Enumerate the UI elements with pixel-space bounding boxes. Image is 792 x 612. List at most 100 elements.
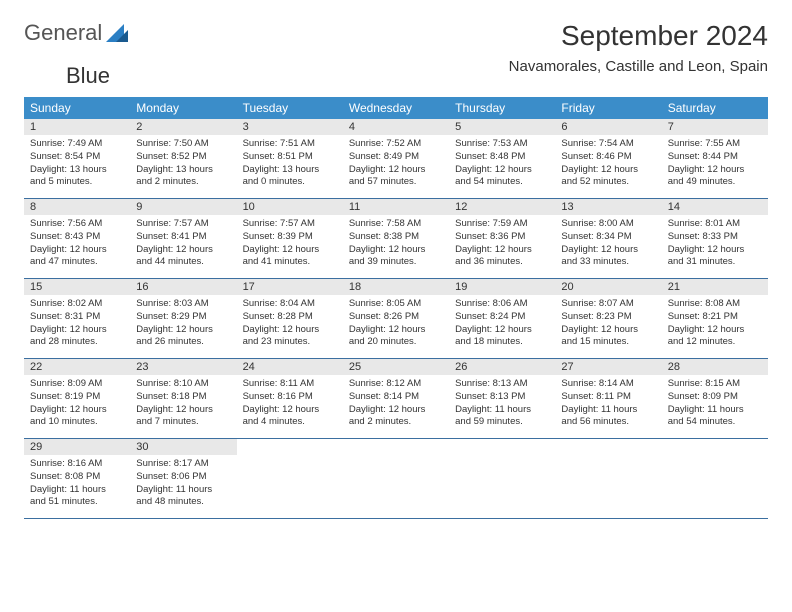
sunset-line: Sunset: 8:54 PM: [30, 151, 124, 164]
day-header-cell: Saturday: [662, 97, 768, 119]
day-number: 12: [449, 199, 555, 215]
week-row: Sunrise: 7:49 AMSunset: 8:54 PMDaylight:…: [24, 135, 768, 199]
sunset-line: Sunset: 8:18 PM: [136, 391, 230, 404]
sunrise-line: Sunrise: 8:06 AM: [455, 298, 549, 311]
day-number: 18: [343, 279, 449, 295]
daylight-line: Daylight: 13 hours and 0 minutes.: [243, 164, 337, 190]
day-cell: Sunrise: 8:09 AMSunset: 8:19 PMDaylight:…: [24, 375, 130, 438]
daylight-line: Daylight: 12 hours and 57 minutes.: [349, 164, 443, 190]
day-cell: [343, 455, 449, 518]
sunrise-line: Sunrise: 8:00 AM: [561, 218, 655, 231]
day-cell: Sunrise: 8:02 AMSunset: 8:31 PMDaylight:…: [24, 295, 130, 358]
day-cell: Sunrise: 8:04 AMSunset: 8:28 PMDaylight:…: [237, 295, 343, 358]
daylight-line: Daylight: 12 hours and 12 minutes.: [668, 324, 762, 350]
sunrise-line: Sunrise: 7:52 AM: [349, 138, 443, 151]
sunset-line: Sunset: 8:24 PM: [455, 311, 549, 324]
daylight-line: Daylight: 12 hours and 10 minutes.: [30, 404, 124, 430]
day-cell: Sunrise: 8:15 AMSunset: 8:09 PMDaylight:…: [662, 375, 768, 438]
daylight-line: Daylight: 12 hours and 36 minutes.: [455, 244, 549, 270]
day-number: 8: [24, 199, 130, 215]
month-title: September 2024: [509, 20, 768, 52]
day-header-cell: Sunday: [24, 97, 130, 119]
day-number: 3: [237, 119, 343, 135]
sunrise-line: Sunrise: 7:56 AM: [30, 218, 124, 231]
daylight-line: Daylight: 12 hours and 33 minutes.: [561, 244, 655, 270]
week-row: Sunrise: 7:56 AMSunset: 8:43 PMDaylight:…: [24, 215, 768, 279]
day-number: 15: [24, 279, 130, 295]
day-number: 23: [130, 359, 236, 375]
daylight-line: Daylight: 13 hours and 5 minutes.: [30, 164, 124, 190]
day-number: 2: [130, 119, 236, 135]
daylight-line: Daylight: 12 hours and 54 minutes.: [455, 164, 549, 190]
sunrise-line: Sunrise: 8:10 AM: [136, 378, 230, 391]
day-cell: Sunrise: 8:11 AMSunset: 8:16 PMDaylight:…: [237, 375, 343, 438]
daylight-line: Daylight: 12 hours and 52 minutes.: [561, 164, 655, 190]
day-header-cell: Thursday: [449, 97, 555, 119]
daylight-line: Daylight: 12 hours and 44 minutes.: [136, 244, 230, 270]
day-cell: Sunrise: 7:51 AMSunset: 8:51 PMDaylight:…: [237, 135, 343, 198]
daylight-line: Daylight: 12 hours and 39 minutes.: [349, 244, 443, 270]
day-number: 17: [237, 279, 343, 295]
day-cell: Sunrise: 8:07 AMSunset: 8:23 PMDaylight:…: [555, 295, 661, 358]
week-row: Sunrise: 8:09 AMSunset: 8:19 PMDaylight:…: [24, 375, 768, 439]
sunset-line: Sunset: 8:08 PM: [30, 471, 124, 484]
sunrise-line: Sunrise: 8:04 AM: [243, 298, 337, 311]
sunrise-line: Sunrise: 8:05 AM: [349, 298, 443, 311]
day-cell: [662, 455, 768, 518]
day-number: 9: [130, 199, 236, 215]
week-row: Sunrise: 8:16 AMSunset: 8:08 PMDaylight:…: [24, 455, 768, 519]
day-cell: Sunrise: 8:08 AMSunset: 8:21 PMDaylight:…: [662, 295, 768, 358]
sunrise-line: Sunrise: 7:59 AM: [455, 218, 549, 231]
day-header-cell: Monday: [130, 97, 236, 119]
sunset-line: Sunset: 8:19 PM: [30, 391, 124, 404]
day-number: 7: [662, 119, 768, 135]
sunset-line: Sunset: 8:38 PM: [349, 231, 443, 244]
day-number: 30: [130, 439, 236, 455]
day-number: 27: [555, 359, 661, 375]
day-cell: Sunrise: 8:05 AMSunset: 8:26 PMDaylight:…: [343, 295, 449, 358]
daylight-line: Daylight: 12 hours and 49 minutes.: [668, 164, 762, 190]
calendar: SundayMondayTuesdayWednesdayThursdayFrid…: [24, 97, 768, 519]
sunset-line: Sunset: 8:23 PM: [561, 311, 655, 324]
sunrise-line: Sunrise: 8:08 AM: [668, 298, 762, 311]
sunrise-line: Sunrise: 8:12 AM: [349, 378, 443, 391]
day-cell: Sunrise: 7:57 AMSunset: 8:41 PMDaylight:…: [130, 215, 236, 278]
daylight-line: Daylight: 12 hours and 47 minutes.: [30, 244, 124, 270]
sunset-line: Sunset: 8:36 PM: [455, 231, 549, 244]
sunset-line: Sunset: 8:33 PM: [668, 231, 762, 244]
day-number: [662, 439, 768, 455]
day-cell: Sunrise: 8:16 AMSunset: 8:08 PMDaylight:…: [24, 455, 130, 518]
day-header-cell: Friday: [555, 97, 661, 119]
daylight-line: Daylight: 12 hours and 18 minutes.: [455, 324, 549, 350]
day-number-row: 22232425262728: [24, 359, 768, 375]
sunrise-line: Sunrise: 7:57 AM: [243, 218, 337, 231]
day-cell: Sunrise: 7:58 AMSunset: 8:38 PMDaylight:…: [343, 215, 449, 278]
day-cell: [237, 455, 343, 518]
day-number: 11: [343, 199, 449, 215]
day-number: 4: [343, 119, 449, 135]
daylight-line: Daylight: 12 hours and 31 minutes.: [668, 244, 762, 270]
day-cell: [449, 455, 555, 518]
day-number: 21: [662, 279, 768, 295]
logo-sail-icon: [106, 24, 128, 42]
daylight-line: Daylight: 12 hours and 26 minutes.: [136, 324, 230, 350]
daylight-line: Daylight: 12 hours and 28 minutes.: [30, 324, 124, 350]
week-row: Sunrise: 8:02 AMSunset: 8:31 PMDaylight:…: [24, 295, 768, 359]
day-number: 22: [24, 359, 130, 375]
day-number: [343, 439, 449, 455]
sunrise-line: Sunrise: 8:01 AM: [668, 218, 762, 231]
day-number: 20: [555, 279, 661, 295]
sunset-line: Sunset: 8:51 PM: [243, 151, 337, 164]
daylight-line: Daylight: 12 hours and 4 minutes.: [243, 404, 337, 430]
daylight-line: Daylight: 11 hours and 56 minutes.: [561, 404, 655, 430]
day-number-row: 15161718192021: [24, 279, 768, 295]
day-number: 14: [662, 199, 768, 215]
sunset-line: Sunset: 8:43 PM: [30, 231, 124, 244]
sunset-line: Sunset: 8:48 PM: [455, 151, 549, 164]
sunrise-line: Sunrise: 7:50 AM: [136, 138, 230, 151]
sunset-line: Sunset: 8:26 PM: [349, 311, 443, 324]
day-number: 26: [449, 359, 555, 375]
day-header-row: SundayMondayTuesdayWednesdayThursdayFrid…: [24, 97, 768, 119]
logo-text-2: Blue: [66, 63, 110, 88]
day-number: [555, 439, 661, 455]
